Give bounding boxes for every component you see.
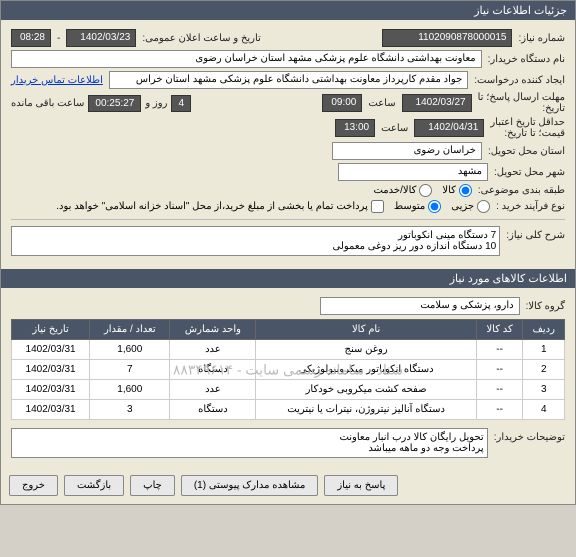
credit-time-label: ساعت [381,123,408,134]
exit-button[interactable]: خروج [9,475,58,496]
group-value: دارو، پزشکی و سلامت [320,297,520,315]
main-window: جزئیات اطلاعات نیاز شماره نیاز: 11020908… [0,0,576,505]
back-button[interactable]: بازگشت [64,475,124,496]
buyer-notes-label: توضیحات خریدار: [494,428,565,443]
announce-label: تاریخ و ساعت اعلان عمومی: [142,33,261,44]
window-title: جزئیات اطلاعات نیاز [1,1,575,20]
deadline-label1: مهلت ارسال پاسخ؛ تا [478,92,565,103]
buyer-label: نام دستگاه خریدار: [488,54,565,65]
table-cell: 1402/03/31 [12,360,90,380]
table-cell: -- [476,400,523,420]
classification-label: طبقه بندی موضوعی: [478,185,565,196]
table-header: ردیف [523,320,565,340]
table-cell: روغن سنج [256,340,476,360]
province-label: استان محل تحویل: [488,146,565,157]
contact-link[interactable]: اطلاعات تماس خریدار [11,75,103,86]
table-header: نام کالا [256,320,476,340]
table-cell: 2 [523,360,565,380]
deadline-label2: تاریخ: [478,103,565,114]
buyer-notes-text [11,428,488,458]
table-cell: 3 [523,380,565,400]
radio-medium-input[interactable] [428,200,441,213]
table-cell: 4 [523,400,565,420]
need-number-label: شماره نیاز: [518,33,565,44]
summary-label: شرح کلی نیاز: [506,226,565,241]
countdown-timer: 4 روز و 00:25:27 ساعت باقی مانده [11,95,191,112]
checkbox-treasury[interactable]: پرداخت تمام یا بخشی از مبلغ خرید،از محل … [56,200,384,213]
table-row[interactable]: 3--صفحه کشت میکروبی خودکارعدد1,6001402/0… [12,380,565,400]
days-label: روز و [145,98,167,109]
table-cell: عدد [170,380,256,400]
table-row[interactable]: 2--دستگاه انکوباتور میکروبیولوژیکیدستگاه… [12,360,565,380]
table-row[interactable]: 4--دستگاه آنالیز نیتروژن، نیترات یا نیتر… [12,400,565,420]
table-header: کد کالا [476,320,523,340]
table-cell: 1,600 [90,380,170,400]
remaining-days: 4 [171,95,191,112]
credit-label1: حداقل تاریخ اعتبار [490,117,565,128]
table-cell: 3 [90,400,170,420]
table-cell: 1,600 [90,340,170,360]
radio-service-input[interactable] [419,184,432,197]
form-area: شماره نیاز: 1102090878000015 تاریخ و ساع… [1,20,575,265]
table-row[interactable]: 1--روغن سنجعدد1,6001402/03/31 [12,340,565,360]
table-cell: -- [476,380,523,400]
classification-radios: کالا کالا/خدمت [373,184,471,197]
radio-goods-input[interactable] [459,184,472,197]
deadline-date: 1402/03/27 [402,94,472,112]
city-label: شهر محل تحویل: [494,167,565,178]
table-header: واحد شمارش [170,320,256,340]
radio-medium[interactable]: متوسط [394,200,441,213]
table-cell: دستگاه [170,360,256,380]
table-cell: صفحه کشت میکروبی خودکار [256,380,476,400]
goods-form-area: گروه کالا: دارو، پزشکی و سلامت ردیفکد کا… [1,288,575,467]
table-cell: 1402/03/31 [12,340,90,360]
summary-text [11,226,500,256]
remaining-time: 00:25:27 [88,95,141,112]
table-cell: 7 [90,360,170,380]
table-cell: 1402/03/31 [12,380,90,400]
goods-section-header: اطلاعات کالاهای مورد نیاز [1,269,575,288]
table-cell: 1402/03/31 [12,400,90,420]
city-value: مشهد [338,163,488,181]
radio-goods[interactable]: کالا [442,184,472,197]
goods-table-wrap: ردیفکد کالانام کالاواحد شمارشتعداد / مقد… [11,319,565,420]
table-cell: دستگاه انکوباتور میکروبیولوژیکی [256,360,476,380]
credit-date: 1402/04/31 [414,119,484,137]
deadline-time-label: ساعت [368,98,395,109]
requester-name: جواد مقدم کارپرداز معاونت بهداشتی دانشگا… [109,71,468,89]
table-cell: دستگاه [170,400,256,420]
purchase-type-label: نوع فرآیند خرید : [496,201,565,212]
announce-date: 1402/03/23 [66,29,136,47]
attachments-button[interactable]: مشاهده مدارک پیوستی (1) [181,475,319,496]
print-button[interactable]: چاپ [130,475,175,496]
radio-small-input[interactable] [477,200,490,213]
remaining-label: ساعت باقی مانده [11,98,84,109]
table-header: تعداد / مقدار [90,320,170,340]
group-label: گروه کالا: [526,301,565,312]
table-cell: 1 [523,340,565,360]
radio-service[interactable]: کالا/خدمت [373,184,432,197]
announce-time: 08:28 [11,29,51,47]
checkbox-treasury-input[interactable] [371,200,384,213]
table-cell: دستگاه آنالیز نیتروژن، نیترات یا نیتریت [256,400,476,420]
requester-label: ایجاد کننده درخواست: [474,75,565,86]
respond-button[interactable]: پاسخ به نیاز [324,475,398,496]
radio-small[interactable]: جزیی [451,200,490,213]
need-number: 1102090878000015 [382,29,512,47]
button-row: پاسخ به نیاز مشاهده مدارک پیوستی (1) چاپ… [1,467,575,504]
table-cell: عدد [170,340,256,360]
credit-time: 13:00 [335,119,375,137]
goods-table: ردیفکد کالانام کالاواحد شمارشتعداد / مقد… [11,319,565,420]
province-value: خراسان رضوی [332,142,482,160]
table-cell: -- [476,340,523,360]
buyer-name: معاونت بهداشتی دانشگاه علوم پزشکی مشهد ا… [11,50,482,68]
credit-label2: قیمت؛ تا تاریخ: [490,128,565,139]
table-header: تاریخ نیاز [12,320,90,340]
purchase-type-radios: جزیی متوسط پرداخت تمام یا بخشی از مبلغ خ… [56,200,490,213]
table-cell: -- [476,360,523,380]
deadline-time: 09:00 [322,94,362,112]
